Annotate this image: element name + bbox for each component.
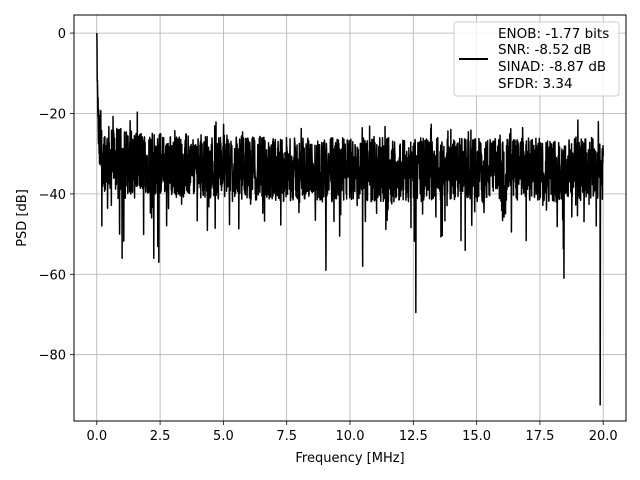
legend-entry-snr: SNR: -8.52 dB [498, 42, 592, 58]
x-axis-ticks: 0.0 2.5 5.0 7.5 10.0 12.5 15.0 17.5 20.0 [86, 421, 618, 444]
x-axis-label: Frequency [MHz] [295, 451, 404, 466]
legend-entry-sinad: SINAD: -8.87 dB [498, 59, 606, 75]
x-tick-label: 12.5 [399, 429, 428, 444]
legend-entry-sfdr: SFDR: 3.34 [498, 76, 573, 92]
x-tick-label: 10.0 [336, 429, 365, 444]
x-tick-label: 17.5 [525, 429, 554, 444]
legend: ENOB: -1.77 bits SNR: -8.52 dB SINAD: -8… [453, 21, 620, 97]
psd-series-line [96, 33, 604, 406]
y-tick-label: −60 [39, 268, 66, 283]
y-axis-label: PSD [dB] [15, 189, 30, 247]
y-tick-label: −20 [39, 107, 66, 122]
x-tick-label: 0.0 [86, 429, 107, 444]
y-tick-label: −80 [39, 349, 66, 364]
x-tick-label: 5.0 [213, 429, 234, 444]
y-tick-label: 0 [58, 27, 66, 42]
legend-box [453, 21, 620, 97]
y-tick-label: −40 [39, 188, 66, 203]
series-group [96, 33, 604, 406]
x-tick-label: 7.5 [276, 429, 297, 444]
x-tick-label: 20.0 [589, 429, 618, 444]
y-axis-ticks: 0 −20 −40 −60 −80 [39, 27, 74, 364]
x-tick-label: 15.0 [462, 429, 491, 444]
x-tick-label: 2.5 [150, 429, 171, 444]
legend-entry-enob: ENOB: -1.77 bits [498, 26, 609, 42]
plot-area [96, 33, 604, 406]
